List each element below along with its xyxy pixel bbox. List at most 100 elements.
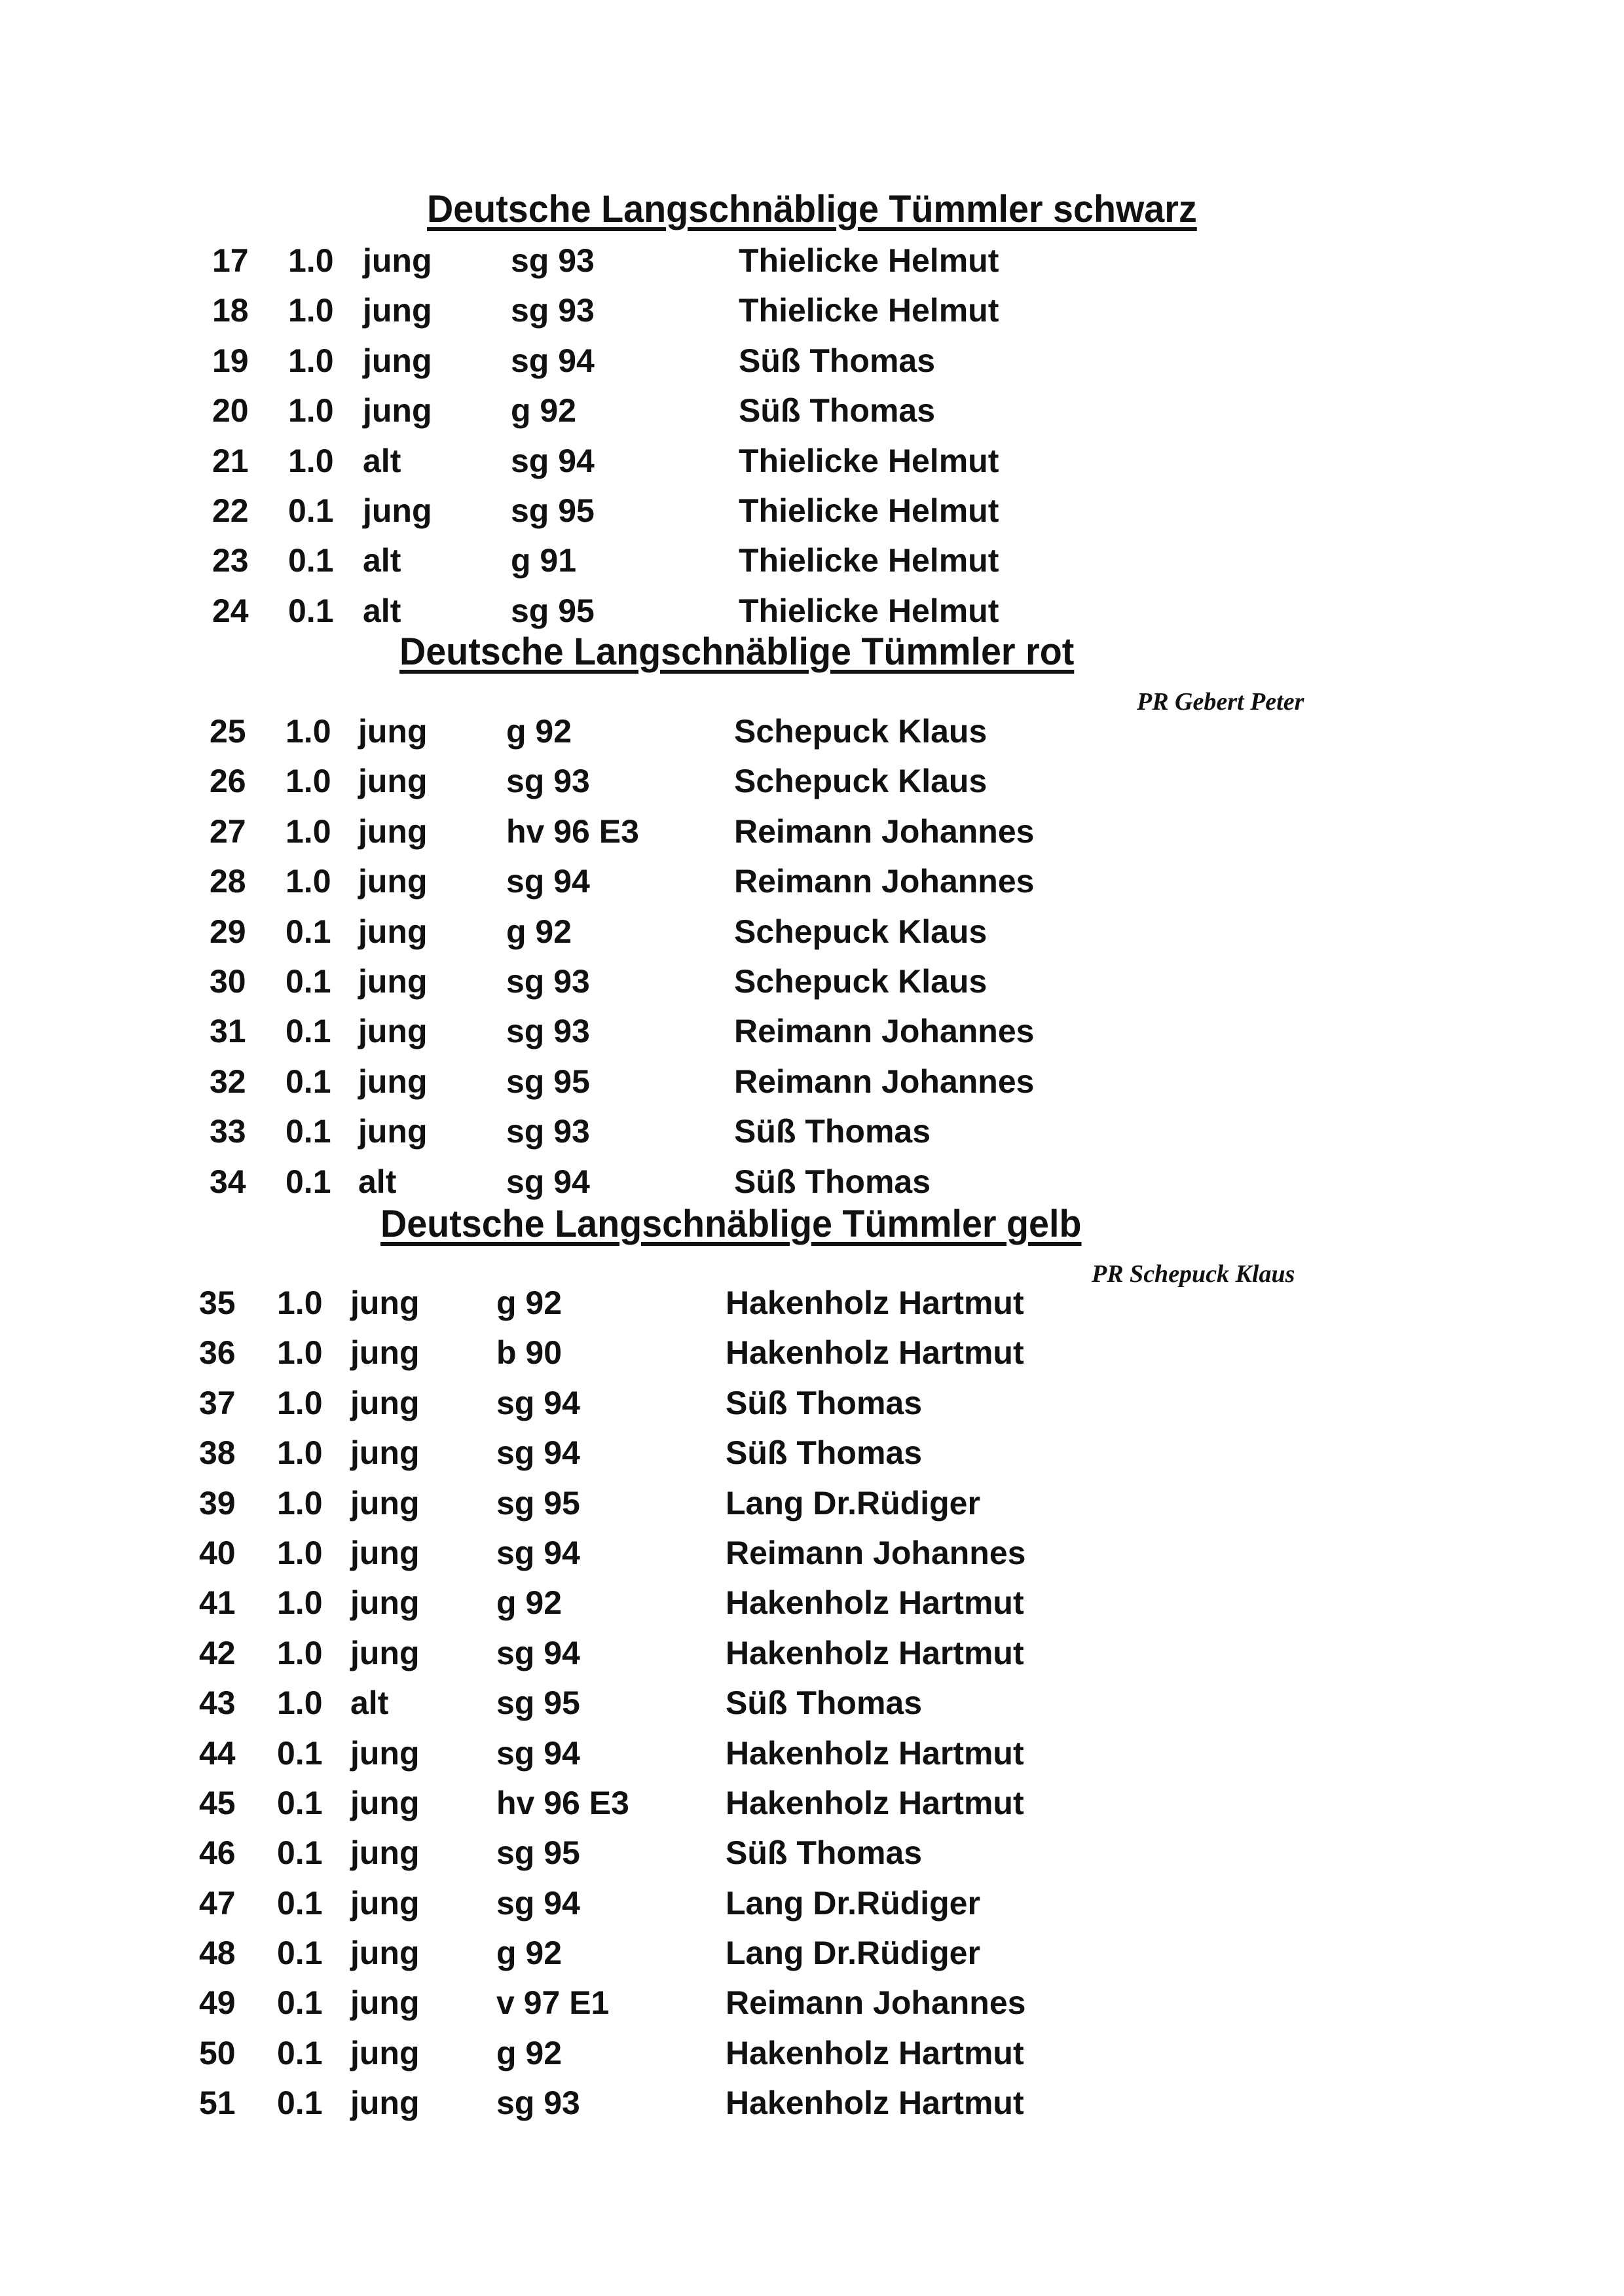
- breeder-name: Süß Thomas: [726, 1685, 923, 1722]
- sex-code: 0.1: [286, 1013, 331, 1050]
- entry-number: 26: [210, 763, 246, 800]
- results-list-rot: 25 1.0 jung g 92 Schepuck Klaus 26 1.0 jung sg 9…: [0, 706, 1624, 1207]
- entry-number: 19: [212, 342, 249, 379]
- result-row: 26 1.0 jung sg 93 Schepuck Klaus: [0, 756, 1624, 806]
- grade-score: sg 95: [511, 592, 595, 629]
- age-class: jung: [350, 1285, 420, 1321]
- result-row: 43 1.0 alt sg 95 Süß Thomas: [0, 1678, 1624, 1728]
- breeder-name: Schepuck Klaus: [734, 763, 987, 800]
- result-row: 44 0.1 jung sg 94 Hakenholz Hartmut: [0, 1728, 1624, 1778]
- result-row: 17 1.0 jung sg 93 Thielicke Helmut: [0, 236, 1624, 285]
- sex-code: 0.1: [277, 1984, 323, 2022]
- age-class: alt: [358, 1163, 397, 1200]
- result-row: 47 0.1 jung sg 94 Lang Dr.Rüdiger: [0, 1878, 1624, 1928]
- age-class: jung: [358, 1063, 428, 1100]
- sex-code: 1.0: [277, 1434, 323, 1472]
- result-row: 40 1.0 jung sg 94 Reimann Johannes: [0, 1528, 1624, 1578]
- age-class: jung: [350, 1784, 420, 1821]
- breeder-name: Thielicke Helmut: [739, 442, 999, 479]
- age-class: jung: [363, 292, 432, 329]
- age-class: jung: [350, 1935, 420, 1972]
- grade-score: sg 93: [506, 1013, 590, 1050]
- result-row: 27 1.0 jung hv 96 E3 Reimann Johannes: [0, 807, 1624, 856]
- age-class: jung: [350, 1984, 420, 2022]
- entry-number: 23: [212, 542, 249, 579]
- entry-number: 47: [199, 1884, 236, 1922]
- breeder-name: Thielicke Helmut: [739, 592, 999, 629]
- entry-number: 27: [210, 812, 246, 850]
- entry-number: 31: [210, 1013, 246, 1050]
- grade-score: sg 94: [496, 1734, 580, 1772]
- age-class: jung: [350, 1384, 420, 1421]
- age-class: alt: [363, 442, 401, 479]
- sex-code: 0.1: [277, 1884, 323, 1922]
- entry-number: 45: [199, 1784, 236, 1821]
- breeder-name: Süß Thomas: [734, 1163, 931, 1200]
- age-class: jung: [350, 1734, 420, 1772]
- breeder-name: Reimann Johannes: [734, 1013, 1035, 1050]
- result-row: 21 1.0 alt sg 94 Thielicke Helmut: [0, 436, 1624, 486]
- result-row: 29 0.1 jung g 92 Schepuck Klaus: [0, 907, 1624, 957]
- grade-score: g 92: [496, 1584, 563, 1622]
- sex-code: 1.0: [286, 713, 331, 750]
- entry-number: 41: [199, 1584, 236, 1622]
- age-class: jung: [363, 342, 432, 379]
- sex-code: 0.1: [288, 542, 334, 579]
- sex-code: 1.0: [277, 1634, 323, 1671]
- age-class: jung: [358, 913, 428, 950]
- sex-code: 1.0: [277, 1484, 323, 1522]
- section-title-schwarz: Deutsche Langschnäblige Tümmler schwarz: [427, 188, 1197, 230]
- age-class: jung: [350, 1334, 420, 1372]
- grade-score: sg 93: [496, 2085, 580, 2122]
- result-row: 36 1.0 jung b 90 Hakenholz Hartmut: [0, 1328, 1624, 1377]
- entry-number: 48: [199, 1935, 236, 1972]
- grade-score: sg 94: [496, 1634, 580, 1671]
- breeder-name: Hakenholz Hartmut: [726, 2034, 1024, 2071]
- grade-score: sg 94: [496, 1434, 580, 1472]
- age-class: jung: [358, 763, 428, 800]
- grade-score: sg 95: [496, 1484, 580, 1522]
- sex-code: 1.0: [288, 392, 334, 429]
- breeder-name: Lang Dr.Rüdiger: [726, 1935, 980, 1972]
- result-row: 20 1.0 jung g 92 Süß Thomas: [0, 386, 1624, 435]
- result-row: 51 0.1 jung sg 93 Hakenholz Hartmut: [0, 2078, 1624, 2128]
- result-row: 24 0.1 alt sg 95 Thielicke Helmut: [0, 586, 1624, 636]
- entry-number: 42: [199, 1634, 236, 1671]
- result-row: 35 1.0 jung g 92 Hakenholz Hartmut: [0, 1278, 1624, 1328]
- age-class: jung: [358, 1013, 428, 1050]
- entry-number: 39: [199, 1484, 236, 1522]
- sex-code: 1.0: [277, 1534, 323, 1571]
- grade-score: sg 95: [506, 1063, 590, 1100]
- breeder-name: Hakenholz Hartmut: [726, 1784, 1024, 1821]
- grade-score: hv 96 E3: [496, 1784, 629, 1821]
- entry-number: 50: [199, 2034, 236, 2071]
- sex-code: 0.1: [277, 2034, 323, 2071]
- sex-code: 1.0: [277, 1584, 323, 1622]
- entry-number: 21: [212, 442, 249, 479]
- entry-number: 18: [212, 292, 249, 329]
- entry-number: 32: [210, 1063, 246, 1100]
- result-row: 48 0.1 jung g 92 Lang Dr.Rüdiger: [0, 1928, 1624, 1978]
- result-row: 39 1.0 jung sg 95 Lang Dr.Rüdiger: [0, 1478, 1624, 1528]
- result-row: 33 0.1 jung sg 93 Süß Thomas: [0, 1106, 1624, 1156]
- sex-code: 0.1: [277, 1935, 323, 1972]
- sex-code: 0.1: [286, 1113, 331, 1150]
- grade-score: g 92: [506, 713, 572, 750]
- entry-number: 36: [199, 1334, 236, 1372]
- breeder-name: Reimann Johannes: [726, 1534, 1026, 1571]
- results-list-schwarz: 17 1.0 jung sg 93 Thielicke Helmut 18 1.0 jung s…: [0, 236, 1624, 636]
- breeder-name: Reimann Johannes: [734, 1063, 1035, 1100]
- sex-code: 0.1: [277, 1734, 323, 1772]
- entry-number: 22: [212, 492, 249, 529]
- result-row: 49 0.1 jung v 97 E1 Reimann Johannes: [0, 1978, 1624, 2028]
- age-class: alt: [363, 542, 401, 579]
- result-row: 31 0.1 jung sg 93 Reimann Johannes: [0, 1006, 1624, 1056]
- results-list-gelb: 35 1.0 jung g 92 Hakenholz Hartmut 36 1.0 jung b…: [0, 1278, 1624, 2128]
- grade-score: sg 94: [506, 863, 590, 900]
- result-row: 46 0.1 jung sg 95 Süß Thomas: [0, 1828, 1624, 1878]
- age-class: jung: [358, 962, 428, 1000]
- grade-score: sg 93: [506, 763, 590, 800]
- sex-code: 0.1: [286, 962, 331, 1000]
- sex-code: 0.1: [286, 1163, 331, 1200]
- grade-score: v 97 E1: [496, 1984, 610, 2022]
